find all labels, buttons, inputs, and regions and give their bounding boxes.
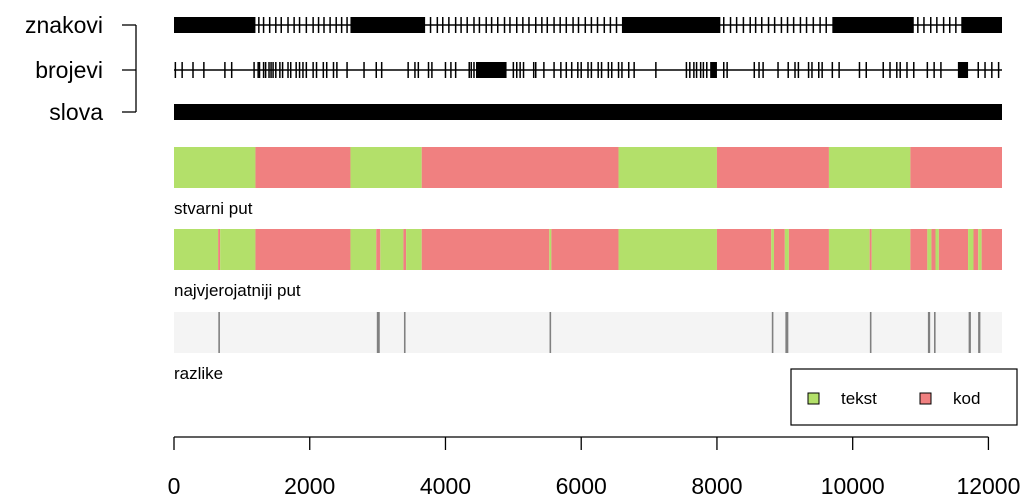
state-segment-tekst bbox=[784, 229, 789, 270]
legend: tekst kod bbox=[790, 368, 1018, 426]
state-segment-tekst bbox=[174, 229, 219, 270]
track-label: stvarni put bbox=[174, 199, 253, 218]
legend-label: kod bbox=[953, 389, 980, 408]
difference-band bbox=[174, 312, 1002, 353]
state-segment-kod bbox=[973, 229, 979, 270]
state-segment-kod bbox=[376, 229, 381, 270]
state-tracks: stvarni put najvjerojatniji put bbox=[174, 147, 1002, 300]
track-label: najvjerojatniji put bbox=[174, 281, 301, 300]
state-segment-kod bbox=[910, 147, 1002, 188]
x-axis: 0 2000 4000 6000 8000 10000 12000 bbox=[168, 436, 1020, 499]
state-segment-kod bbox=[551, 229, 619, 270]
state-segment-kod bbox=[773, 229, 785, 270]
state-segment-kod bbox=[255, 229, 351, 270]
axis-tick-label: 10000 bbox=[821, 473, 885, 499]
state-segment-kod bbox=[218, 229, 221, 270]
state-segment-tekst bbox=[978, 229, 982, 270]
state-segment-kod bbox=[938, 229, 969, 270]
state-segment-tekst bbox=[618, 229, 717, 270]
observation-label: brojevi bbox=[35, 57, 103, 83]
state-segment-kod bbox=[931, 229, 936, 270]
state-segment-tekst bbox=[968, 229, 974, 270]
state-segment-kod bbox=[403, 229, 407, 270]
state-segment-tekst bbox=[771, 229, 774, 270]
legend-label: tekst bbox=[841, 389, 877, 408]
state-segment-kod bbox=[869, 229, 872, 270]
axis-tick-label: 2000 bbox=[284, 473, 335, 499]
axis-tick-label: 6000 bbox=[556, 473, 607, 499]
axis-tick-label: 4000 bbox=[420, 473, 471, 499]
state-segment-tekst bbox=[380, 229, 404, 270]
state-segment-tekst bbox=[618, 147, 717, 188]
state-segment-tekst bbox=[549, 229, 552, 270]
observation-label: slova bbox=[49, 99, 103, 125]
state-segment-tekst bbox=[871, 229, 911, 270]
state-segment-tekst bbox=[406, 229, 422, 270]
observation-label: znakovi bbox=[25, 12, 103, 38]
observation-labels: znakovi brojevi slova bbox=[25, 12, 137, 125]
state-segment-kod bbox=[788, 229, 829, 270]
state-segment-tekst bbox=[828, 147, 911, 188]
legend-box bbox=[790, 368, 1018, 426]
observation-rows bbox=[174, 17, 1002, 120]
state-segment-kod bbox=[981, 229, 1002, 270]
legend-swatch bbox=[807, 392, 820, 405]
axis-tick-label: 8000 bbox=[691, 473, 742, 499]
state-segment-kod bbox=[421, 229, 550, 270]
state-segment-kod bbox=[910, 229, 928, 270]
state-segment-tekst bbox=[350, 147, 422, 188]
legend-swatch bbox=[919, 392, 932, 405]
state-segment-tekst bbox=[927, 229, 932, 270]
axis-tick-label: 12000 bbox=[956, 473, 1020, 499]
state-segment-tekst bbox=[935, 229, 939, 270]
state-segment-tekst bbox=[174, 147, 256, 188]
differences-track: razlike bbox=[174, 312, 1002, 383]
state-segment-kod bbox=[421, 147, 619, 188]
state-segment-kod bbox=[716, 147, 829, 188]
axis-tick-label: 0 bbox=[168, 473, 181, 499]
state-segment-kod bbox=[716, 229, 772, 270]
observation-block bbox=[174, 104, 1002, 120]
state-segment-tekst bbox=[220, 229, 256, 270]
state-segment-kod bbox=[255, 147, 351, 188]
differences-label: razlike bbox=[174, 364, 223, 383]
state-segment-tekst bbox=[828, 229, 870, 270]
state-segment-tekst bbox=[350, 229, 377, 270]
